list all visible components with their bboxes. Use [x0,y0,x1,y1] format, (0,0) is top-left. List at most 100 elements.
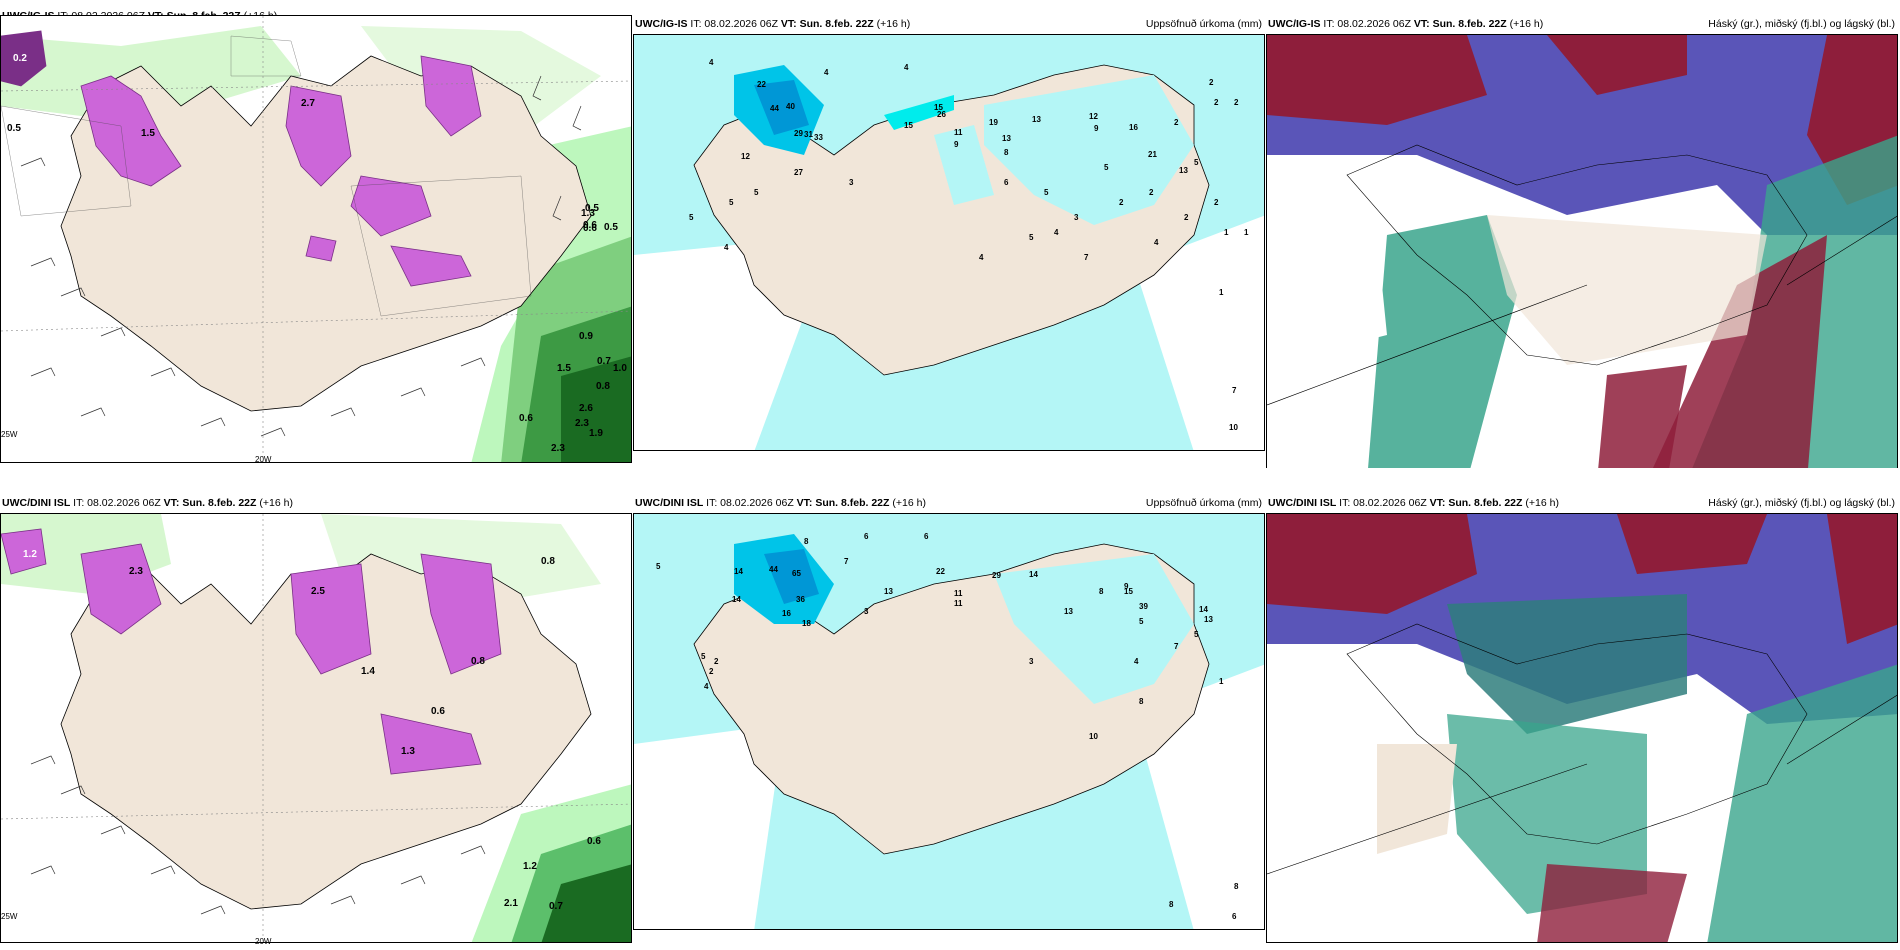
svg-text:4: 4 [824,68,829,77]
svg-text:21: 21 [1148,150,1157,159]
svg-text:0.6: 0.6 [583,220,597,231]
svg-text:1.2: 1.2 [523,861,537,872]
svg-text:10: 10 [1229,423,1238,432]
svg-text:65: 65 [792,569,801,578]
svg-text:13: 13 [1002,134,1011,143]
svg-text:2: 2 [709,667,714,676]
svg-text:2: 2 [1174,118,1179,127]
svg-text:11: 11 [954,128,963,137]
svg-text:0.7: 0.7 [549,901,563,912]
svg-text:2: 2 [1214,98,1219,107]
svg-text:14: 14 [732,595,741,604]
svg-text:6: 6 [1232,912,1237,921]
svg-text:39: 39 [1139,602,1148,611]
svg-text:4: 4 [724,243,729,252]
svg-text:8: 8 [1139,697,1144,706]
svg-text:33: 33 [814,133,823,142]
svg-text:14: 14 [734,567,743,576]
svg-text:0.7: 0.7 [597,356,611,367]
svg-text:5: 5 [729,198,734,207]
svg-text:3: 3 [1074,213,1079,222]
svg-text:2: 2 [1234,98,1239,107]
svg-text:5: 5 [701,652,706,661]
svg-text:7: 7 [1232,386,1237,395]
svg-text:2: 2 [1214,198,1219,207]
svg-text:0.6: 0.6 [583,223,597,234]
panel-header: UWC/DINI ISL IT: 08.02.2026 06Z VT: Sun.… [1268,497,1559,509]
svg-text:5: 5 [689,213,694,222]
svg-text:16: 16 [782,609,791,618]
svg-text:0.8: 0.8 [471,656,485,667]
wind-precip-map: 1.2 0.8 2.3 2.5 1.4 0.6 0.8 1.3 1.2 0.7 … [1,514,631,942]
panel-bottom-left: UWC/DINI ISL IT: 08.02.2026 06Z VT: Sun.… [0,497,632,950]
svg-text:5: 5 [1194,630,1199,639]
svg-text:4: 4 [709,58,714,67]
svg-text:0.5: 0.5 [585,203,599,214]
svg-text:2: 2 [1149,188,1154,197]
svg-text:5: 5 [1104,163,1109,172]
lon-label-25w: 25W [1,430,18,439]
panel-bottom-right: UWC/DINI ISL IT: 08.02.2026 06Z VT: Sun.… [1266,497,1898,950]
svg-text:15: 15 [934,103,943,112]
map-frame: 5 8 6 6 7 3 14 44 65 36 14 16 18 13 22 1… [633,513,1265,930]
lon-label-20w: 20W [255,455,272,464]
panel-top-left: UWC/IG-IS IT: 08.02.2026 06Z VT: Sun. 8.… [0,10,632,470]
svg-text:29: 29 [992,571,1001,580]
cloud-map [1267,514,1897,942]
svg-text:18: 18 [802,619,811,628]
svg-text:10: 10 [1089,732,1098,741]
svg-text:7: 7 [844,557,849,566]
panel-header: UWC/DINI ISL IT: 08.02.2026 06Z VT: Sun.… [635,497,926,509]
map-frame [1266,34,1898,468]
svg-text:2: 2 [1184,213,1189,222]
svg-text:2.5: 2.5 [311,586,325,597]
svg-text:1.0: 1.0 [613,363,627,374]
svg-text:7: 7 [1084,253,1089,262]
svg-text:19: 19 [989,118,998,127]
panel-header: UWC/IG-IS IT: 08.02.2026 06Z VT: Sun. 8.… [1268,18,1544,30]
svg-text:1.4: 1.4 [361,666,375,677]
svg-text:0.5: 0.5 [604,222,618,233]
svg-text:13: 13 [1179,166,1188,175]
precip-map: 5 8 6 6 7 3 14 44 65 36 14 16 18 13 22 1… [634,514,1264,929]
svg-text:5: 5 [1029,233,1034,242]
svg-text:26: 26 [937,110,946,119]
svg-text:8: 8 [804,537,809,546]
svg-text:2.6: 2.6 [579,403,593,414]
svg-text:5: 5 [656,562,661,571]
svg-text:4: 4 [979,253,984,262]
svg-text:2: 2 [1209,78,1214,87]
svg-text:11: 11 [954,589,963,598]
svg-text:15: 15 [1124,587,1133,596]
panel-title-right: Uppsöfnuð úrkoma (mm) [1145,18,1262,30]
svg-text:4: 4 [904,63,909,72]
svg-text:31: 31 [804,130,813,139]
svg-text:4: 4 [1054,228,1059,237]
svg-text:4: 4 [1134,657,1139,666]
panel-title-right: Háský (gr.), miðský (fj.bl.) og lágský (… [1708,497,1895,509]
svg-text:8: 8 [1169,900,1174,909]
svg-text:22: 22 [936,567,945,576]
panel-header: UWC/DINI ISL IT: 08.02.2026 06Z VT: Sun.… [2,497,293,509]
panel-bottom-middle: UWC/DINI ISL IT: 08.02.2026 06Z VT: Sun.… [633,497,1265,950]
svg-text:2.3: 2.3 [551,443,565,454]
svg-text:3: 3 [849,178,854,187]
svg-text:14: 14 [1029,570,1038,579]
svg-text:2.1: 2.1 [504,898,518,909]
svg-text:1: 1 [1219,677,1224,686]
svg-text:1: 1 [1219,288,1224,297]
panel-top-right: UWC/IG-IS IT: 08.02.2026 06Z VT: Sun. 8.… [1266,18,1898,468]
panel-top-middle: UWC/IG-IS IT: 08.02.2026 06Z VT: Sun. 8.… [633,18,1265,468]
svg-text:2.7: 2.7 [301,98,315,109]
svg-text:0.9: 0.9 [579,331,593,342]
svg-text:15: 15 [904,121,913,130]
panel-header: UWC/IG-IS IT: 08.02.2026 06Z VT: Sun. 8.… [635,18,911,30]
svg-text:12: 12 [1089,112,1098,121]
svg-text:8: 8 [1234,882,1239,891]
svg-text:1.2: 1.2 [23,549,37,560]
map-frame: 1.2 0.8 2.3 2.5 1.4 0.6 0.8 1.3 1.2 0.7 … [0,513,632,943]
precip-map: 4 4 4 22 44 40 29 31 33 12 15 15 11 9 19… [634,35,1264,450]
svg-text:0.8: 0.8 [596,381,610,392]
lon-label-20w: 20W [255,937,272,946]
svg-text:44: 44 [770,104,779,113]
